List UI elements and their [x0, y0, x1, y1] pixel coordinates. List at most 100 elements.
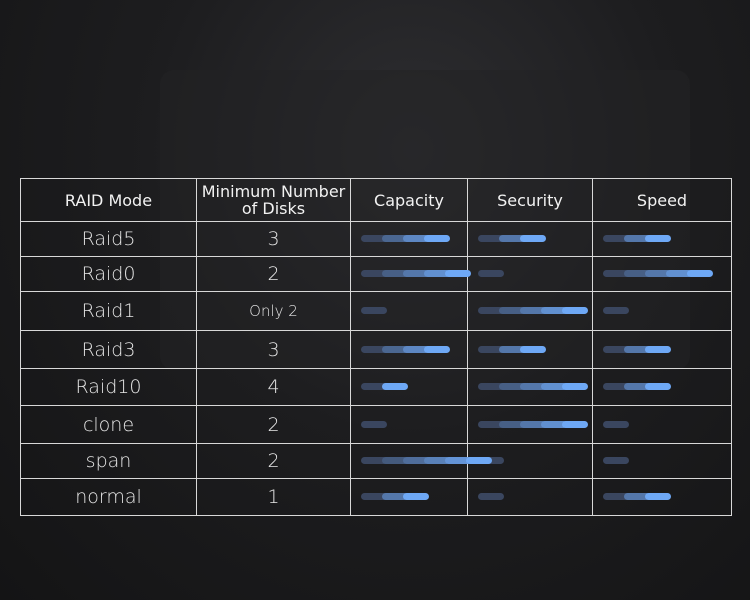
- header-cell: Security: [467, 178, 593, 222]
- security-cell: [467, 291, 593, 331]
- capacity-cell: [350, 405, 468, 444]
- rating-segment: [499, 383, 525, 390]
- rating-segment: [382, 270, 408, 277]
- rating-segment: [645, 493, 671, 500]
- capacity-cell: [350, 291, 468, 331]
- rating-bar: [478, 493, 592, 501]
- header-cell: Speed: [592, 178, 732, 222]
- header-row: RAID Mode Minimum Number of Disks Capacity…: [20, 178, 732, 222]
- rating-segment: [478, 307, 504, 314]
- mode-cell: Raid5: [20, 221, 197, 257]
- rating-bar: [603, 493, 731, 501]
- disks-cell: 4: [196, 368, 351, 406]
- rating-bar: [478, 383, 592, 391]
- rating-segment: [445, 457, 471, 464]
- table-row: Raid0 2: [20, 256, 732, 292]
- rating-segment: [403, 457, 429, 464]
- header-cell: RAID Mode: [20, 178, 197, 222]
- rating-segment: [562, 307, 588, 314]
- rating-segment: [361, 235, 387, 242]
- header-cell: Capacity: [350, 178, 468, 222]
- security-cell: [467, 221, 593, 257]
- rating-segment: [403, 270, 429, 277]
- rating-segment: [645, 383, 671, 390]
- rating-segment: [541, 383, 567, 390]
- rating-bar: [361, 307, 467, 315]
- rating-bar: [361, 383, 467, 391]
- table-row: Raid10 4: [20, 368, 732, 406]
- rating-segment: [624, 345, 650, 353]
- disks-cell: 2: [196, 256, 351, 292]
- rating-segment: [382, 235, 408, 242]
- rating-bar: [603, 345, 731, 354]
- rating-segment: [603, 235, 629, 242]
- rating-segment: [361, 345, 387, 353]
- capacity-cell: [350, 478, 468, 516]
- security-cell: [467, 256, 593, 292]
- rating-segment: [624, 235, 650, 242]
- rating-segment: [382, 383, 408, 390]
- rating-segment: [361, 420, 387, 428]
- rating-segment: [541, 307, 567, 314]
- capacity-cell: [350, 221, 468, 257]
- disks-cell: 3: [196, 330, 351, 369]
- rating-segment: [541, 420, 567, 428]
- speed-cell: [592, 291, 732, 331]
- rating-segment: [520, 383, 546, 390]
- rating-segment: [645, 345, 671, 353]
- rating-segment: [645, 235, 671, 242]
- speed-cell: [592, 368, 732, 406]
- rating-bar: [478, 457, 592, 465]
- rating-segment: [562, 420, 588, 428]
- table-row: clone 2: [20, 405, 732, 444]
- speed-cell: [592, 405, 732, 444]
- rating-segment: [361, 270, 387, 277]
- rating-segment: [687, 270, 713, 277]
- rating-bar: [603, 307, 731, 315]
- rating-segment: [499, 235, 525, 242]
- rating-bar: [478, 235, 592, 243]
- disks-cell: 1: [196, 478, 351, 516]
- rating-segment: [466, 457, 492, 464]
- rating-bar: [478, 307, 592, 315]
- rating-bar: [361, 493, 467, 501]
- mode-cell: Raid3: [20, 330, 197, 369]
- table-body: Raid5 3 Raid0 2 Raid1 Only 2 Raid3 3 Raid10 4 clon…: [20, 221, 732, 516]
- disks-cell: Only 2: [196, 291, 351, 331]
- rating-segment: [603, 270, 629, 277]
- rating-segment: [603, 345, 629, 353]
- rating-bar: [603, 420, 731, 429]
- rating-segment: [478, 493, 504, 500]
- rating-segment: [499, 345, 525, 353]
- rating-segment: [382, 493, 408, 500]
- mode-cell: clone: [20, 405, 197, 444]
- speed-cell: [592, 221, 732, 257]
- table-row: Raid1 Only 2: [20, 291, 732, 331]
- rating-segment: [424, 270, 450, 277]
- rating-segment: [520, 235, 546, 242]
- rating-bar: [478, 420, 592, 429]
- rating-segment: [361, 307, 387, 314]
- rating-segment: [478, 420, 504, 428]
- rating-segment: [382, 457, 408, 464]
- rating-bar: [361, 270, 471, 278]
- table-row: normal 1: [20, 478, 732, 516]
- rating-segment: [624, 270, 650, 277]
- rating-segment: [403, 235, 429, 242]
- security-cell: [467, 478, 593, 516]
- rating-segment: [445, 270, 471, 277]
- rating-segment: [624, 493, 650, 500]
- rating-segment: [478, 383, 504, 390]
- rating-segment: [361, 383, 387, 390]
- capacity-cell: [350, 256, 471, 292]
- capacity-cell: [350, 368, 468, 406]
- rating-bar: [478, 345, 592, 354]
- rating-segment: [603, 307, 629, 314]
- rating-segment: [478, 235, 504, 242]
- rating-bar: [361, 457, 492, 465]
- rating-segment: [361, 457, 387, 464]
- disks-cell: 3: [196, 221, 351, 257]
- mode-cell: Raid1: [20, 291, 197, 331]
- rating-segment: [478, 345, 504, 353]
- rating-segment: [603, 457, 629, 464]
